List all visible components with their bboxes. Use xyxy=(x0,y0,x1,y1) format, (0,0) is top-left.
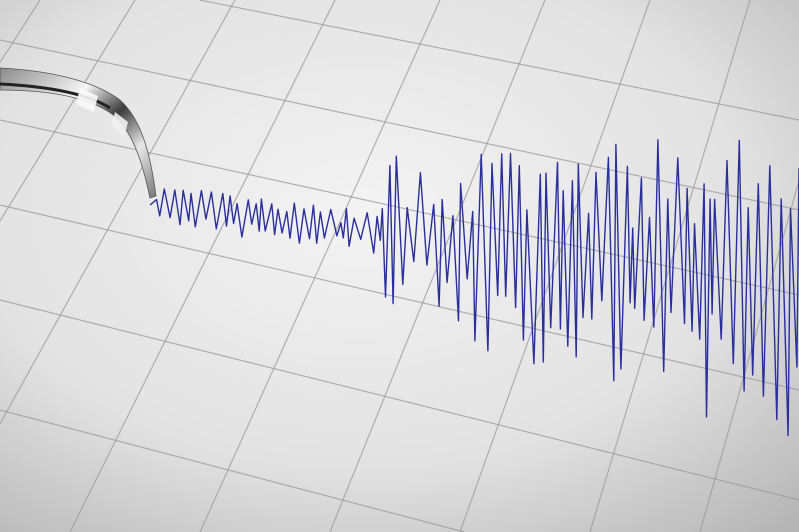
grid-line-horizontal xyxy=(0,409,465,532)
grid-line-vertical xyxy=(459,0,651,532)
seismic-trace xyxy=(149,139,799,437)
seismograph-needle-icon xyxy=(0,67,157,199)
grid-line-vertical xyxy=(199,0,441,532)
grid-line-vertical xyxy=(69,0,336,532)
grid-line-horizontal xyxy=(0,299,799,501)
grid-line-vertical xyxy=(0,0,136,222)
grid-line-horizontal xyxy=(0,39,799,211)
grid-line-vertical xyxy=(0,0,41,63)
grid-line-vertical xyxy=(0,0,236,425)
grid-line-horizontal xyxy=(199,0,799,121)
grid-line-horizontal xyxy=(0,204,799,391)
